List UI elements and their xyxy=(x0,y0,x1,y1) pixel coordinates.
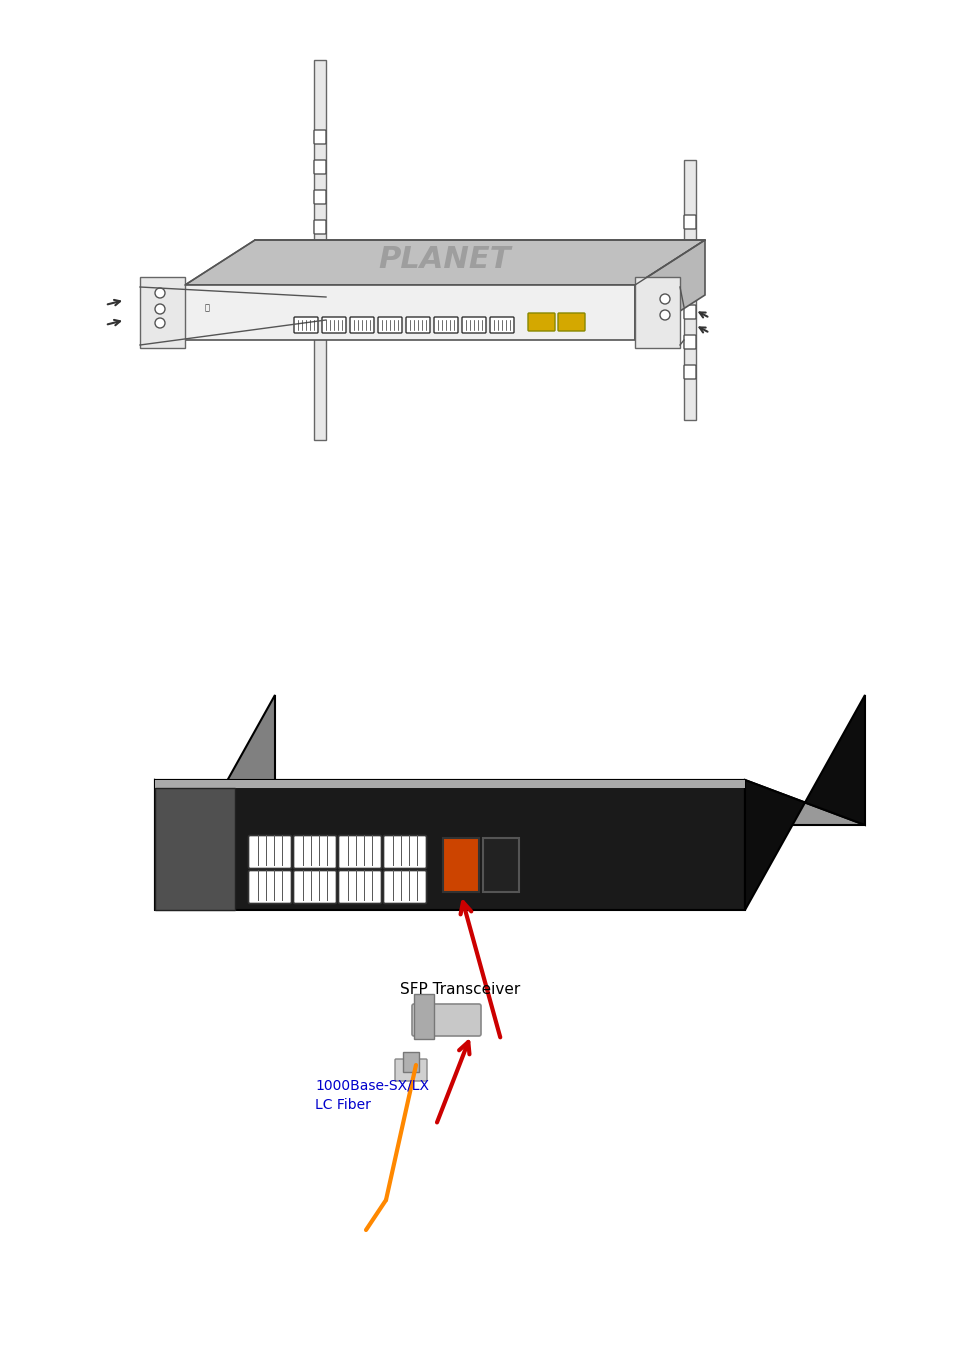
Polygon shape xyxy=(314,59,326,440)
Polygon shape xyxy=(154,780,334,825)
Polygon shape xyxy=(683,161,696,420)
Text: SFP Transceiver: SFP Transceiver xyxy=(399,983,519,998)
FancyBboxPatch shape xyxy=(294,871,336,903)
FancyBboxPatch shape xyxy=(338,871,381,903)
Polygon shape xyxy=(184,780,628,825)
Text: PLANET: PLANET xyxy=(378,246,511,274)
Polygon shape xyxy=(178,780,569,825)
FancyBboxPatch shape xyxy=(683,305,696,319)
FancyBboxPatch shape xyxy=(683,215,696,230)
Polygon shape xyxy=(167,780,452,825)
FancyBboxPatch shape xyxy=(683,275,696,289)
FancyBboxPatch shape xyxy=(377,317,401,333)
Polygon shape xyxy=(154,780,744,788)
FancyBboxPatch shape xyxy=(683,335,696,350)
FancyBboxPatch shape xyxy=(314,130,326,144)
FancyBboxPatch shape xyxy=(350,317,374,333)
FancyBboxPatch shape xyxy=(383,871,426,903)
FancyBboxPatch shape xyxy=(527,313,555,331)
FancyBboxPatch shape xyxy=(683,244,696,259)
FancyBboxPatch shape xyxy=(314,220,326,234)
FancyBboxPatch shape xyxy=(314,161,326,174)
Polygon shape xyxy=(185,285,704,296)
FancyBboxPatch shape xyxy=(314,250,326,265)
Text: ⬛: ⬛ xyxy=(205,302,210,312)
FancyBboxPatch shape xyxy=(294,317,317,333)
Polygon shape xyxy=(185,285,635,340)
Circle shape xyxy=(154,319,165,328)
Polygon shape xyxy=(635,277,679,348)
Polygon shape xyxy=(744,695,864,910)
Polygon shape xyxy=(191,780,687,825)
Polygon shape xyxy=(161,780,393,825)
FancyBboxPatch shape xyxy=(338,836,381,868)
Polygon shape xyxy=(402,1052,418,1072)
FancyBboxPatch shape xyxy=(442,838,478,892)
FancyBboxPatch shape xyxy=(482,838,518,892)
FancyBboxPatch shape xyxy=(322,317,346,333)
FancyBboxPatch shape xyxy=(490,317,514,333)
FancyBboxPatch shape xyxy=(406,317,430,333)
Polygon shape xyxy=(154,780,744,910)
Polygon shape xyxy=(414,994,434,1040)
Polygon shape xyxy=(202,780,805,825)
Polygon shape xyxy=(635,240,704,340)
FancyBboxPatch shape xyxy=(683,364,696,379)
Polygon shape xyxy=(172,780,511,825)
FancyBboxPatch shape xyxy=(412,1004,480,1035)
FancyBboxPatch shape xyxy=(248,871,292,903)
Circle shape xyxy=(154,304,165,315)
Polygon shape xyxy=(208,780,864,825)
Circle shape xyxy=(154,288,165,298)
FancyBboxPatch shape xyxy=(314,279,326,294)
Circle shape xyxy=(659,294,669,304)
Polygon shape xyxy=(185,240,704,285)
FancyBboxPatch shape xyxy=(383,836,426,868)
Polygon shape xyxy=(140,277,185,348)
FancyBboxPatch shape xyxy=(314,190,326,204)
FancyBboxPatch shape xyxy=(434,317,457,333)
Polygon shape xyxy=(154,695,274,910)
FancyBboxPatch shape xyxy=(294,836,336,868)
Polygon shape xyxy=(196,780,746,825)
FancyBboxPatch shape xyxy=(248,836,292,868)
FancyBboxPatch shape xyxy=(461,317,485,333)
FancyBboxPatch shape xyxy=(558,313,584,331)
FancyBboxPatch shape xyxy=(395,1058,427,1081)
Circle shape xyxy=(659,310,669,320)
Polygon shape xyxy=(154,788,234,910)
Text: 1000Base-SX/LX
LC Fiber: 1000Base-SX/LX LC Fiber xyxy=(314,1079,429,1112)
